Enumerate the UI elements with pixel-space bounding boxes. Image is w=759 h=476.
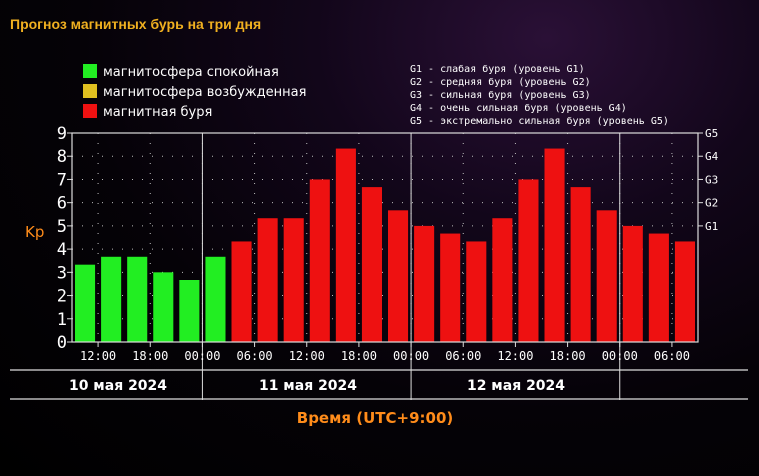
g-level-legend: G1 - слабая буря (уровень G1) G2 - средн… <box>410 63 669 127</box>
day-label: 11 мая 2024 <box>259 378 357 394</box>
kp-bar <box>335 148 356 342</box>
x-axis-label: Время (UTC+9:00) <box>297 409 453 427</box>
y-tick-label: 9 <box>57 124 67 144</box>
chart-bars <box>75 148 695 342</box>
x-tick-label: 00:00 <box>602 349 638 363</box>
g-tick-label: G5 <box>705 127 718 140</box>
kp-bar <box>674 241 695 342</box>
kp-bar <box>544 148 565 342</box>
kp-bar <box>101 256 122 342</box>
chart-axes: 0 1 2 3 4 5 6 7 8 9 G1 G2 G3 G4 G5 12:00 18:00 00:00 06:00… <box>10 124 748 400</box>
legend-label-calm: магнитосфера спокойная <box>103 65 279 80</box>
kp-bar <box>622 225 643 342</box>
day-label: 12 мая 2024 <box>467 378 565 394</box>
kp-bar <box>361 187 382 342</box>
y-tick-label: 2 <box>57 287 67 307</box>
g-tick-label: G1 <box>705 220 718 233</box>
g-level-text-g2: G2 - средняя буря (уровень G2) <box>410 76 591 88</box>
kp-bar <box>466 241 487 342</box>
legend-swatch-calm <box>83 64 97 78</box>
kp-bar <box>596 210 617 342</box>
g-level-text-g1: G1 - слабая буря (уровень G1) <box>410 63 585 75</box>
g-tick-label: G4 <box>705 150 719 163</box>
kp-bar <box>518 179 539 342</box>
kp-bar <box>388 210 409 342</box>
kp-bar <box>414 225 435 342</box>
y-tick-label: 7 <box>57 170 67 190</box>
kp-bar <box>231 241 252 342</box>
legend-swatch-excited <box>83 84 97 98</box>
kp-bar <box>75 264 96 342</box>
page-title: Прогноз магнитных бурь на три дня <box>10 16 261 32</box>
legend-swatch-storm <box>83 104 97 118</box>
y-tick-label: 1 <box>57 310 67 330</box>
x-tick-label: 12:00 <box>497 349 533 363</box>
kp-bar <box>492 218 513 342</box>
kp-bar <box>257 218 278 342</box>
y-tick-label: 5 <box>57 217 67 237</box>
y-tick-label: 3 <box>57 263 67 283</box>
y-tick-label: 8 <box>57 147 67 167</box>
x-tick-label: 00:00 <box>393 349 429 363</box>
plot-frame <box>71 132 699 343</box>
g-level-text-g4: G4 - очень сильная буря (уровень G4) <box>410 102 627 114</box>
kp-bar <box>179 279 200 342</box>
legend-label-storm: магнитная буря <box>103 105 212 120</box>
y-tick-label: 4 <box>57 240 67 260</box>
status-legend: магнитосфера спокойная магнитосфера возб… <box>83 64 306 120</box>
kp-bar <box>205 256 226 342</box>
g-level-text-g3: G3 - сильная буря (уровень G3) <box>410 89 591 101</box>
x-tick-label: 18:00 <box>341 349 377 363</box>
kp-bar <box>570 187 591 342</box>
legend-label-excited: магнитосфера возбужденная <box>103 85 306 100</box>
day-label: 10 мая 2024 <box>69 378 167 394</box>
x-tick-label: 06:00 <box>237 349 273 363</box>
y-axis-label: Kp <box>25 223 44 241</box>
kp-bar <box>283 218 304 342</box>
g-level-text-g5: G5 - экстремально сильная буря (уровень … <box>410 115 669 127</box>
x-tick-label: 18:00 <box>132 349 168 363</box>
x-tick-label: 06:00 <box>445 349 481 363</box>
kp-bar <box>440 233 461 342</box>
kp-bar <box>648 233 669 342</box>
kp-bar <box>309 179 330 342</box>
kp-bar <box>153 272 174 342</box>
x-tick-label: 18:00 <box>550 349 586 363</box>
g-tick-label: G2 <box>705 197 718 210</box>
x-tick-label: 00:00 <box>184 349 220 363</box>
x-tick-label: 06:00 <box>654 349 690 363</box>
y-tick-label: 0 <box>57 333 67 353</box>
g-tick-label: G3 <box>705 173 718 186</box>
x-tick-label: 12:00 <box>289 349 325 363</box>
kp-bar <box>127 256 148 342</box>
x-tick-label: 12:00 <box>80 349 116 363</box>
y-tick-label: 6 <box>57 194 67 214</box>
